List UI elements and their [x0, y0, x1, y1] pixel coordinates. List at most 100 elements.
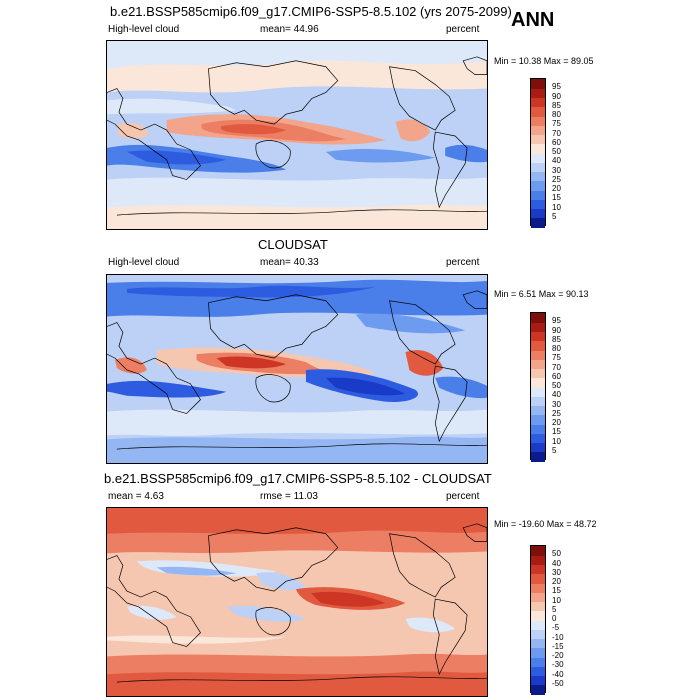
colorbar-swatch	[531, 666, 545, 676]
panel-3-map	[106, 507, 488, 697]
colorbar-swatch	[531, 629, 545, 639]
colorbar-swatch	[531, 359, 545, 369]
colorbar-swatch	[531, 217, 545, 228]
colorbar-tick-label: 30	[552, 567, 561, 577]
colorbar-swatch	[531, 424, 545, 434]
colorbar-swatch	[531, 88, 545, 98]
colorbar-swatch	[531, 368, 545, 379]
colorbar-tick-label: -30	[552, 660, 564, 670]
colorbar-swatch	[531, 451, 545, 462]
panel-2-title: CLOUDSAT	[258, 237, 328, 252]
colorbar-tick-label: 95	[552, 316, 561, 326]
colorbar-tick-label: 15	[552, 586, 561, 596]
colorbar-tick-label: -10	[552, 632, 564, 642]
colorbar-swatch	[531, 564, 545, 575]
colorbar-tick-label: 80	[552, 110, 561, 119]
colorbar-tick-label: 70	[552, 362, 561, 372]
colorbar-tick-label: 10	[552, 595, 561, 605]
colorbar-swatch	[531, 546, 545, 556]
colorbar-tick-label: 5	[552, 445, 557, 455]
panel-2-map-field	[107, 275, 487, 463]
colorbar-tick-label: 50	[552, 147, 561, 156]
panel-2-colorbar: 5 10 15 20 25 30 40 50 60 70 75 80 85 90 95	[530, 312, 561, 462]
colorbar-tick-label: -5	[552, 623, 560, 633]
panel-2-mean-label: mean= 40.33	[260, 257, 319, 268]
colorbar-tick-label: 85	[552, 334, 561, 344]
colorbar-tick-label: 20	[552, 184, 561, 193]
panel-3-units-label: percent	[446, 491, 480, 502]
colorbar-tick-label: 90	[552, 325, 561, 335]
colorbar-tick-label: 40	[552, 156, 561, 166]
colorbar-tick-label: 70	[552, 128, 561, 138]
panel-2-units-label: percent	[446, 257, 480, 268]
colorbar-swatch	[531, 162, 545, 172]
colorbar-swatch	[531, 555, 545, 565]
colorbar-swatch	[531, 350, 545, 360]
colorbar-swatch	[531, 322, 545, 332]
colorbar-tick-label: 10	[552, 436, 561, 446]
colorbar-swatch	[531, 125, 545, 135]
colorbar-swatch	[531, 405, 545, 416]
colorbar-swatch	[531, 331, 545, 342]
colorbar-tick-label: 20	[552, 577, 561, 586]
colorbar-swatch	[531, 620, 545, 630]
colorbar-swatch	[531, 180, 545, 191]
colorbar-swatch	[531, 190, 545, 200]
colorbar-tick-label: 5	[552, 604, 557, 614]
colorbar-swatch	[531, 573, 545, 584]
colorbar-swatch	[531, 647, 545, 658]
colorbar-tick-label: 40	[552, 558, 561, 568]
colorbar-tick-label: 25	[552, 408, 561, 418]
colorbar-tick-label: 25	[552, 174, 561, 184]
colorbar-swatch	[531, 116, 545, 126]
panel-3-title: b.e21.BSSP585cmip6.f09_g17.CMIP6-SSP5-8.…	[104, 471, 492, 486]
colorbar-tick-label: 50	[552, 549, 561, 559]
colorbar-tick-label: 60	[552, 371, 561, 381]
season-label: ANN	[511, 9, 555, 31]
colorbar-tick-label: 10	[552, 202, 561, 212]
colorbar-tick-label: 90	[552, 91, 561, 101]
colorbar-swatch	[531, 583, 545, 593]
colorbar-swatch	[531, 414, 545, 425]
colorbar-box	[530, 545, 546, 695]
colorbar-tick-label: 50	[552, 381, 561, 390]
colorbar-tick-label: -40	[552, 669, 564, 679]
colorbar-swatch	[531, 208, 545, 219]
colorbar-swatch	[531, 387, 545, 397]
colorbar-swatch	[531, 79, 545, 89]
colorbar-swatch	[531, 684, 545, 695]
colorbar-swatch	[531, 638, 545, 649]
colorbar-tick-label: 95	[552, 82, 561, 92]
colorbar-swatch	[531, 153, 545, 163]
colorbar-tick-label: 20	[552, 418, 561, 427]
colorbar-swatch	[531, 601, 545, 612]
colorbar-tick-label: 80	[552, 344, 561, 353]
panel-3-map-field	[107, 508, 487, 696]
colorbar-swatch	[531, 592, 545, 602]
panel-3-minmax: Min = -19.60 Max = 48.72	[494, 519, 597, 529]
panel-1-colorbar: 5 10 15 20 25 30 40 50 60 70 75 80 85 90 95	[530, 78, 561, 228]
panel-1-mean-label: mean= 44.96	[260, 24, 319, 35]
panel-1-map	[106, 40, 488, 230]
colorbar-swatch	[531, 610, 545, 621]
panel-1-left-label: High-level cloud	[108, 24, 180, 35]
colorbar-tick-label: 15	[552, 427, 561, 437]
colorbar-tick-label: 40	[552, 390, 561, 400]
panel-1-title: b.e21.BSSP585cmip6.f09_g17.CMIP6-SSP5-8.…	[110, 4, 512, 19]
colorbar-swatch	[531, 657, 545, 667]
colorbar-box	[530, 78, 546, 228]
colorbar-swatch	[531, 313, 545, 323]
panel-3-rmse-label: rmse = 11.03	[260, 491, 318, 502]
colorbar-tick-label: 30	[552, 399, 561, 409]
colorbar-swatch	[531, 106, 545, 117]
colorbar-tick-label: -50	[552, 678, 564, 688]
panel-1-map-field	[107, 41, 487, 229]
colorbar-swatch	[531, 143, 545, 154]
colorbar-box	[530, 312, 546, 462]
colorbar-swatch	[531, 377, 545, 388]
panel-1-minmax: Min = 10.38 Max = 89.05	[494, 56, 594, 66]
colorbar-tick-label: -15	[552, 641, 564, 651]
panel-1-units-label: percent	[446, 24, 480, 35]
panel-2-map	[106, 274, 488, 464]
